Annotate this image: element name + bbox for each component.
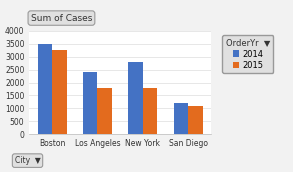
Bar — [174, 103, 188, 134]
Bar — [98, 88, 112, 134]
Bar — [38, 44, 52, 134]
Bar — [188, 106, 203, 134]
Bar — [143, 88, 157, 134]
Bar — [83, 72, 98, 134]
Text: Sum of Cases: Sum of Cases — [31, 14, 92, 23]
Bar — [52, 50, 67, 134]
Text: City  ▼: City ▼ — [15, 156, 40, 165]
Legend: 2014, 2015: 2014, 2015 — [222, 35, 273, 73]
Bar — [128, 62, 143, 134]
